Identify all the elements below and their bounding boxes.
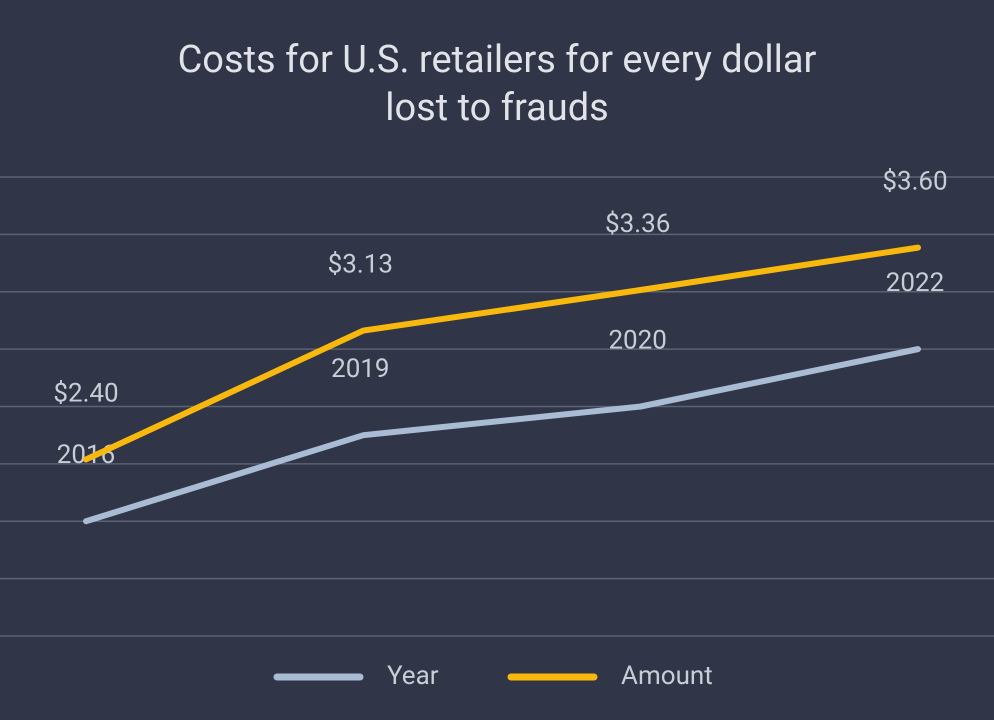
series-line <box>83 244 921 463</box>
data-label: $3.60 <box>882 166 947 196</box>
data-label: 2016 <box>57 440 115 470</box>
data-label: 2022 <box>886 268 944 298</box>
data-label: $2.40 <box>53 378 118 408</box>
legend-label: Year <box>387 661 439 691</box>
series-line <box>83 346 921 525</box>
data-label: 2019 <box>331 354 389 384</box>
data-label: $3.13 <box>328 249 393 279</box>
data-label: 2020 <box>608 325 666 355</box>
legend-label: Amount <box>621 661 713 691</box>
data-label: $3.36 <box>605 209 670 239</box>
chart-title: Costs for U.S. retailers for every dolla… <box>177 38 817 130</box>
